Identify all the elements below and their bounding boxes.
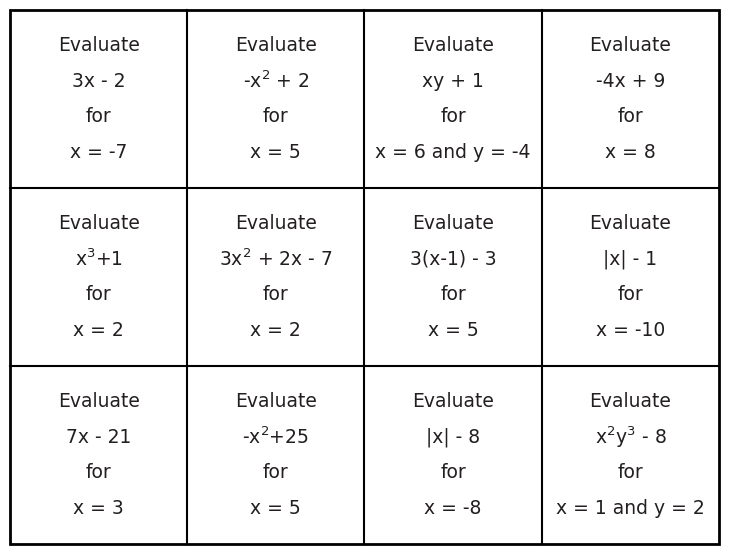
Text: xy + 1: xy + 1	[422, 71, 484, 91]
Text: x = 2: x = 2	[251, 321, 301, 340]
Text: for: for	[86, 463, 112, 483]
Text: -x$^{2}$+25: -x$^{2}$+25	[243, 427, 309, 448]
Text: 3x - 2: 3x - 2	[72, 71, 125, 91]
Text: -4x + 9: -4x + 9	[596, 71, 665, 91]
Text: Evaluate: Evaluate	[235, 214, 317, 233]
Text: x = 5: x = 5	[251, 143, 301, 162]
Text: x = -8: x = -8	[424, 499, 482, 518]
Text: -x$^{2}$ + 2: -x$^{2}$ + 2	[243, 70, 309, 92]
Text: Evaluate: Evaluate	[412, 214, 494, 233]
Text: x = 8: x = 8	[605, 143, 656, 162]
Text: 7x - 21: 7x - 21	[66, 428, 131, 447]
Text: 3x$^{2}$ + 2x - 7: 3x$^{2}$ + 2x - 7	[219, 248, 332, 270]
Text: Evaluate: Evaluate	[412, 392, 494, 411]
Text: Evaluate: Evaluate	[590, 214, 671, 233]
Text: Evaluate: Evaluate	[590, 36, 671, 55]
Text: Evaluate: Evaluate	[58, 392, 139, 411]
Text: x = 5: x = 5	[251, 499, 301, 518]
Text: for: for	[263, 285, 289, 304]
Text: for: for	[263, 107, 289, 126]
Text: for: for	[440, 463, 466, 483]
Text: Evaluate: Evaluate	[58, 214, 139, 233]
Text: x$^{3}$+1: x$^{3}$+1	[74, 248, 122, 270]
Text: 3(x-1) - 3: 3(x-1) - 3	[410, 250, 496, 269]
Text: for: for	[617, 107, 643, 126]
Text: for: for	[440, 107, 466, 126]
Text: for: for	[617, 463, 643, 483]
Text: x = -10: x = -10	[596, 321, 665, 340]
Text: for: for	[263, 463, 289, 483]
Text: x = 1 and y = 2: x = 1 and y = 2	[556, 499, 705, 518]
Text: x = 5: x = 5	[428, 321, 478, 340]
Text: Evaluate: Evaluate	[235, 392, 317, 411]
Text: for: for	[86, 285, 112, 304]
Text: x = 2: x = 2	[73, 321, 124, 340]
Text: x$^{2}$y$^{3}$ - 8: x$^{2}$y$^{3}$ - 8	[595, 424, 666, 450]
Text: Evaluate: Evaluate	[412, 36, 494, 55]
Text: x = 6 and y = -4: x = 6 and y = -4	[375, 143, 531, 162]
Text: x = 3: x = 3	[73, 499, 124, 518]
Text: x = -7: x = -7	[70, 143, 128, 162]
Text: Evaluate: Evaluate	[235, 36, 317, 55]
Text: for: for	[617, 285, 643, 304]
Text: |x| - 1: |x| - 1	[604, 249, 658, 269]
Text: Evaluate: Evaluate	[590, 392, 671, 411]
Text: for: for	[440, 285, 466, 304]
Text: for: for	[86, 107, 112, 126]
Text: |x| - 8: |x| - 8	[426, 428, 480, 447]
Text: Evaluate: Evaluate	[58, 36, 139, 55]
